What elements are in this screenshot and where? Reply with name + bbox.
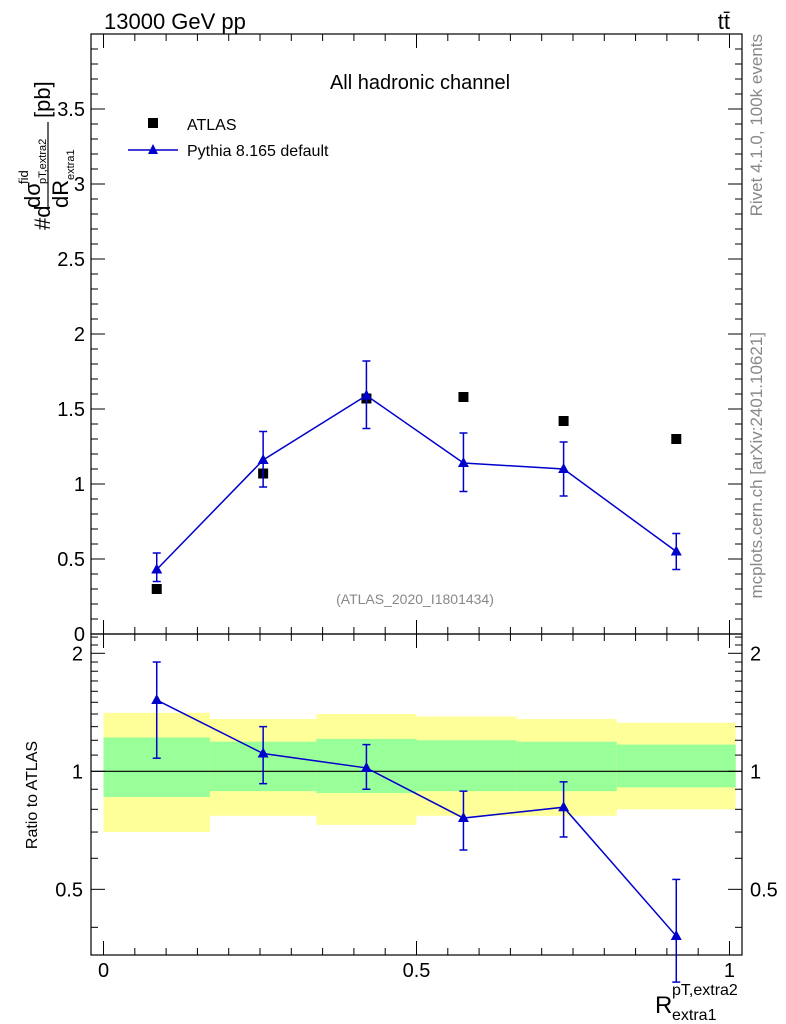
pythia-series-line	[156, 394, 677, 571]
svg-text:dσ: dσ	[20, 182, 45, 208]
pythia-point	[558, 801, 570, 812]
watermark: (ATLAS_2020_I1801434)	[336, 591, 494, 607]
atlas-point	[151, 584, 162, 594]
x-tick-label: 1	[724, 960, 735, 982]
uncertainty-band-inner	[616, 744, 736, 788]
pythia-point	[457, 812, 469, 823]
pythia-point	[151, 563, 163, 574]
x-tick-label: 0.5	[403, 960, 431, 982]
pythia-series-line	[156, 699, 677, 937]
rivet-label: Rivet 4.1.0, 100k events	[747, 34, 766, 216]
y-tick-label: 1.5	[57, 399, 85, 421]
pythia-point	[360, 389, 372, 400]
y-tick-label-right: 2	[750, 643, 761, 665]
main-title: All hadronic channel	[330, 72, 510, 94]
y-tick-label-right: 1	[750, 761, 761, 783]
pythia-point	[257, 747, 269, 758]
svg-text:#d: #d	[30, 206, 55, 230]
pythia-point	[670, 930, 682, 941]
pythia-point	[257, 454, 269, 464]
y-tick-label: 0.5	[57, 549, 85, 571]
y-tick-label: 2.5	[57, 249, 85, 271]
x-axis-label: R pT,extra2 extra1	[655, 982, 738, 1024]
legend: ATLAS Pythia 8.165 default	[128, 117, 329, 160]
xlabel-sup: pT,extra2	[672, 982, 738, 999]
uncertainty-band-inner	[516, 741, 617, 792]
ratio-panel: 0 0.5 1 0.5 0.5 1 1 2 2 Ratio to ATLAS	[24, 633, 778, 983]
uncertainty-band-inner	[416, 740, 517, 792]
y-tick-label: 2	[72, 643, 83, 665]
y-tick-label: 0	[74, 624, 85, 646]
atlas-point	[558, 416, 569, 426]
y-tick-label: 3.5	[57, 99, 85, 121]
header-right-label: tt̄	[718, 9, 730, 34]
y-tick-label: 1	[72, 761, 83, 783]
main-panel: 0 0.5 1 1.5 2 2.5 3 3.5 All hadronic channel (A…	[16, 33, 743, 646]
pythia-point	[360, 761, 372, 772]
legend-pythia-label: Pythia 8.165 default	[187, 143, 329, 160]
ylabel-den: dR	[48, 180, 73, 208]
ylabel-prefix: #d	[30, 206, 55, 230]
ylabel-num: dσ	[20, 182, 45, 208]
atlas-point	[671, 434, 682, 444]
xlabel-base: R	[655, 992, 672, 1019]
pythia-point	[151, 694, 163, 705]
y-tick-label-right: 0.5	[750, 879, 778, 901]
xlabel-sub: extra1	[672, 1007, 717, 1024]
y-tick-label: 0.5	[55, 879, 83, 901]
main-y-axis-label: #d dσ fid pT,extra2 dR extra1 [pb]	[16, 81, 77, 230]
y-tick-label: 1	[74, 474, 85, 496]
y-tick-label: 3	[74, 174, 85, 196]
x-tick-label: 0	[98, 960, 109, 982]
y-tick-label: 2	[74, 324, 85, 346]
legend-atlas-label: ATLAS	[187, 117, 237, 134]
atlas-point	[458, 392, 469, 402]
pythia-point	[457, 457, 469, 467]
legend-atlas-marker	[148, 118, 158, 128]
legend-pythia-marker	[148, 144, 158, 154]
ylabel-num-sub: pT,extra2	[37, 139, 49, 184]
pythia-point	[558, 463, 570, 473]
ratio-y-axis-label: Ratio to ATLAS	[24, 741, 41, 849]
ylabel-unit: [pb]	[30, 81, 55, 118]
pythia-point	[670, 545, 682, 556]
ylabel-num-sup: fid	[16, 170, 31, 184]
header-left-label: 13000 GeV pp	[104, 9, 246, 34]
mcplots-label: mcplots.cern.ch [arXiv:2401.10621]	[747, 332, 766, 598]
ylabel-den-sub: extra1	[65, 149, 77, 180]
